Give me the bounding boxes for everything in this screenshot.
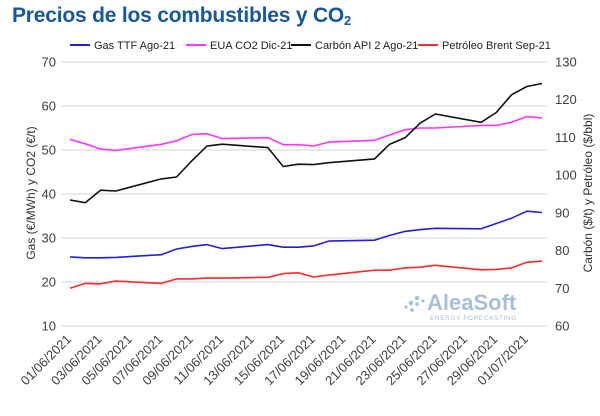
watermark-tagline: ENERGY FORECASTING [430,315,517,322]
series-line-2 [69,115,543,152]
legend-label: Petróleo Brent Sep-21 [442,40,551,52]
right-tick-label: 120 [555,92,577,107]
series-lines [69,82,543,290]
left-tick-label: 50 [42,143,56,158]
legend-label: Gas TTF Ago-21 [94,40,175,52]
right-tick-label: 100 [555,168,577,183]
watermark-name: AleaSoft [427,290,517,315]
left-axis-title: Gas (€/MWh) y CO2 (€/t) [24,126,38,259]
left-axis-ticks: 10 20 30 40 50 60 70 [42,55,56,334]
left-tick-label: 70 [42,55,56,70]
right-tick-label: 130 [555,55,577,70]
aleasoft-logo: AleaSoft ENERGY FORECASTING [404,290,517,322]
series-line-1 [69,210,543,259]
right-tick-label: 80 [555,243,569,258]
right-tick-label: 110 [555,130,576,145]
chart-title: Precios de los combustibles y CO2 [12,4,351,28]
logo-dots-icon [404,295,425,312]
left-tick-label: 30 [42,231,56,246]
grid-lines [62,61,547,327]
title-subscript: 2 [344,13,352,28]
right-axis-ticks: 60 70 80 90 100 110 120 130 [555,55,577,334]
left-tick-label: 40 [42,187,56,202]
x-axis-ticks: 01/06/202103/06/202105/06/202107/06/2021… [17,332,530,389]
title-text: Precios de los combustibles y CO [12,4,345,27]
legend-label: Carbón API 2 Ago-21 [315,40,418,52]
series-line-3 [69,82,543,204]
series-line-4 [69,260,543,290]
left-tick-label: 20 [42,275,56,290]
left-tick-label: 10 [42,319,56,334]
right-tick-label: 70 [555,281,569,296]
right-tick-label: 60 [555,319,569,334]
left-tick-label: 60 [42,99,56,114]
legend-label: EUA CO2 Dic-21 [210,40,293,52]
right-tick-label: 90 [555,205,569,220]
chart-legend: Gas TTF Ago-21 EUA CO2 Dic-21 Carbón API 2… [70,40,551,52]
right-axis-title: Carbón ($/t) y Petróleo ($/bbl) [581,114,595,273]
